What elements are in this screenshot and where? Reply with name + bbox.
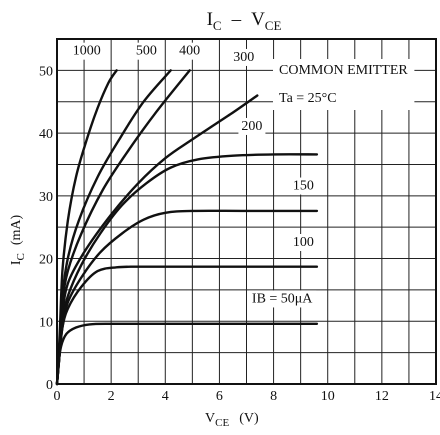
y-tick-label: 30 [39,190,53,205]
annotation-box [273,59,415,110]
curve-label-ib-400: 400 [179,44,200,59]
curve-label-bg [132,42,160,60]
y-tick-label: 10 [39,315,53,330]
annotation-temperature: Ta = 25°C [279,91,337,106]
x-tick-label: 2 [108,389,115,404]
curve-ib-200 [55,153,319,386]
chart-title: IC – VCE [207,9,282,33]
y-tick-label: 40 [39,127,53,142]
curve-label-bg [248,290,317,308]
y-axis-title: IC(mA) [9,214,27,265]
y-tick-label: 50 [39,64,53,79]
curve-label-ib-150: 150 [293,179,314,194]
curve-label-bg [69,42,104,60]
curve-label-bg [289,177,317,195]
x-tick-label: 12 [375,389,389,404]
curve-label-bg [176,42,204,60]
x-tick-label: 4 [162,389,169,404]
y-tick-label: 20 [39,253,53,268]
plot-frame [56,38,437,385]
x-tick-label: 0 [54,389,61,404]
x-tick-label: 6 [216,389,223,404]
curve-label-ib-50: IB = 50μA [252,291,313,306]
curve-ib-100 [55,265,319,386]
curve-label-ib-300: 300 [233,50,254,65]
curve-label-ib-100: 100 [293,235,314,250]
curve-label-ib-500: 500 [136,44,157,59]
x-axis-title: VCE (V) [205,411,259,429]
y-tick-label: 0 [46,378,53,393]
curve-label-ib-1000: 1000 [73,44,101,59]
annotation-common-emitter: COMMON EMITTER [279,63,408,78]
x-tick-label: 14 [429,389,440,404]
x-tick-label: 10 [321,389,335,404]
ticks: 0 2 4 6 8 10 12 14 0 10 20 30 40 50 [39,64,440,404]
curve-label-bg [230,48,258,66]
curve-label-bg [238,117,266,135]
x-tick-label: 8 [270,389,277,404]
series-layer: 1000 500 400 300 200 150 100 IB = 50μA [55,42,319,386]
curve-label-ib-200: 200 [241,119,262,134]
curve-label-bg [289,234,317,251]
curve-ib-50 [55,322,319,386]
